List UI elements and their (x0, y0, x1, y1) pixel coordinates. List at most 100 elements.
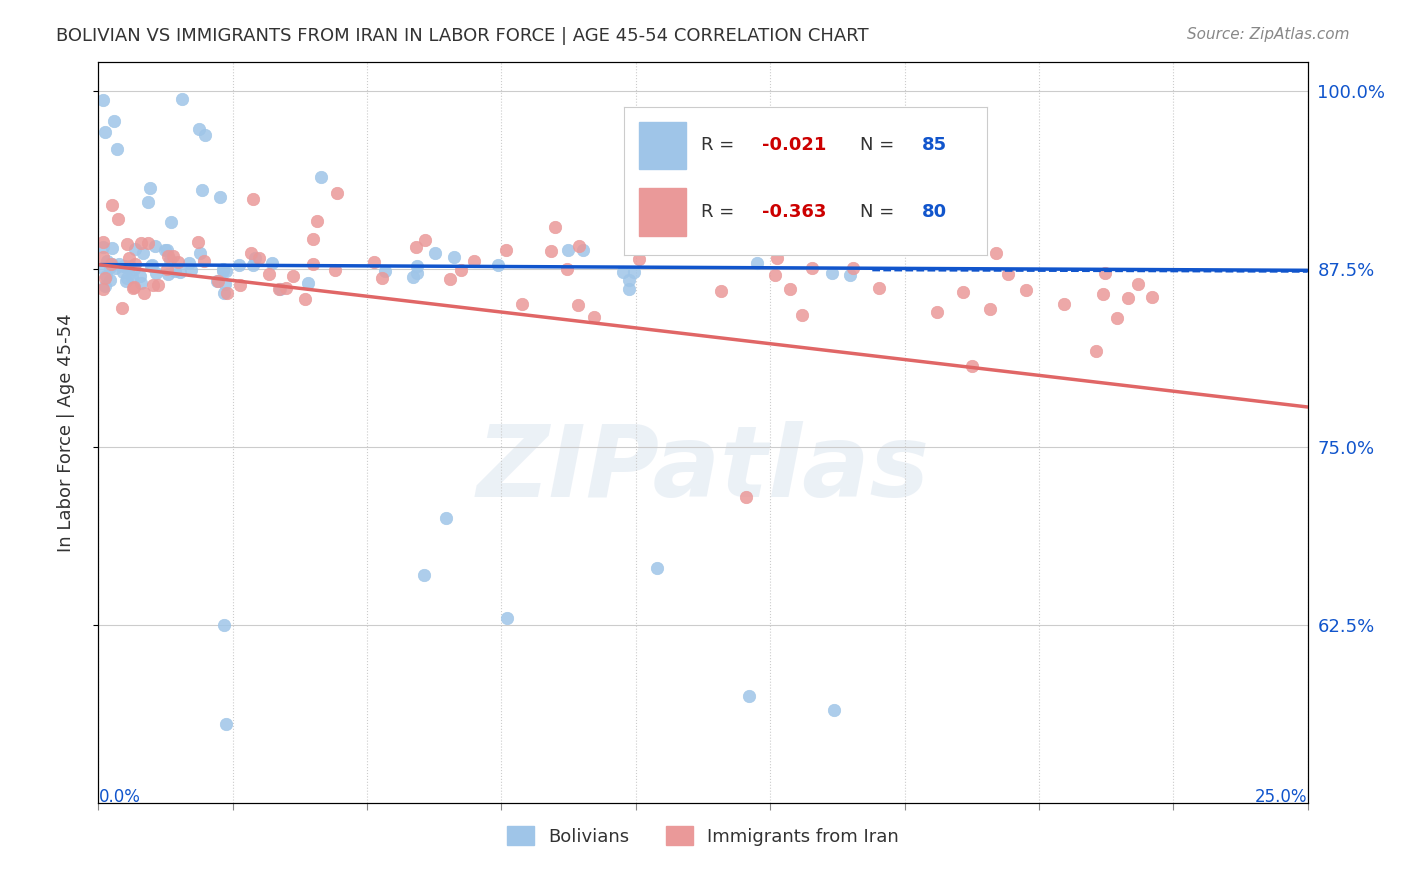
Point (190, 245, 212, 260)
Point (765, 251, 787, 265)
Point (187, 121, 209, 136)
Point (267, 282, 290, 296)
Point (153, 243, 176, 257)
Point (160, 215, 183, 229)
Point (406, 259, 429, 273)
Point (134, 286, 156, 301)
Point (124, 257, 146, 271)
Point (510, 297, 533, 311)
Point (107, 212, 129, 227)
Point (1126, 277, 1149, 291)
Point (118, 259, 141, 273)
Point (243, 251, 266, 265)
Point (436, 511, 458, 525)
Point (842, 260, 865, 275)
Point (821, 266, 844, 280)
Point (374, 264, 396, 278)
Point (172, 92, 194, 106)
Point (138, 236, 160, 251)
Point (138, 195, 160, 210)
Point (240, 246, 263, 260)
Point (122, 261, 145, 276)
Point (187, 235, 209, 250)
Point (122, 281, 145, 295)
Point (110, 301, 132, 315)
Point (101, 241, 124, 255)
Point (259, 267, 281, 281)
Point (142, 277, 165, 292)
Point (162, 249, 184, 263)
Text: BOLIVIAN VS IMMIGRANTS FROM IRAN IN LABOR FORCE | AGE 45-54 CORRELATION CHART: BOLIVIAN VS IMMIGRANTS FROM IRAN IN LABO… (56, 27, 869, 45)
Point (159, 253, 181, 268)
Point (363, 254, 385, 268)
Point (823, 703, 845, 717)
Point (94, 271, 117, 285)
Point (402, 269, 425, 284)
Point (163, 264, 186, 278)
Point (415, 233, 437, 247)
Point (91, 260, 114, 275)
Point (118, 251, 141, 265)
Point (166, 255, 188, 269)
Point (555, 262, 578, 277)
Point (103, 261, 125, 276)
Point (276, 280, 298, 294)
Point (91, 235, 114, 249)
Point (131, 246, 153, 260)
Point (212, 285, 235, 300)
Point (217, 285, 239, 300)
Point (145, 266, 167, 280)
Point (423, 246, 446, 260)
Text: Source: ZipAtlas.com: Source: ZipAtlas.com (1187, 27, 1350, 42)
Point (763, 268, 786, 283)
Point (486, 258, 509, 272)
Point (101, 198, 124, 212)
Point (215, 717, 238, 731)
Point (294, 293, 316, 307)
Point (139, 181, 162, 195)
Point (91, 93, 114, 107)
Point (612, 265, 634, 279)
Point (169, 265, 191, 279)
Point (207, 274, 229, 288)
Point (952, 285, 974, 300)
Point (103, 114, 125, 128)
Point (179, 255, 201, 269)
Point (194, 128, 217, 142)
Point (124, 242, 146, 256)
Point (738, 689, 761, 703)
Point (627, 252, 650, 267)
Point (302, 232, 325, 246)
Point (146, 278, 169, 293)
Point (94, 124, 117, 138)
Point (925, 305, 948, 319)
Point (100, 257, 122, 271)
Point (326, 186, 349, 200)
Point (156, 262, 179, 277)
Point (839, 268, 862, 282)
Point (1053, 296, 1076, 310)
Point (229, 277, 252, 292)
Point (128, 268, 150, 283)
Point (792, 308, 814, 322)
Point (180, 263, 202, 277)
Point (205, 274, 228, 288)
Point (115, 274, 138, 288)
Point (557, 243, 579, 257)
Point (139, 259, 162, 273)
Point (1094, 266, 1116, 280)
Point (439, 271, 461, 285)
Point (617, 282, 640, 296)
Point (572, 244, 595, 258)
Point (91, 282, 114, 296)
Point (495, 243, 517, 257)
Point (242, 258, 264, 272)
Text: 25.0%: 25.0% (1256, 788, 1308, 806)
Text: 0.0%: 0.0% (98, 788, 141, 806)
Point (302, 256, 325, 270)
Point (260, 256, 283, 270)
Point (129, 236, 152, 251)
Point (617, 273, 640, 287)
Point (1015, 284, 1038, 298)
Point (412, 568, 434, 582)
